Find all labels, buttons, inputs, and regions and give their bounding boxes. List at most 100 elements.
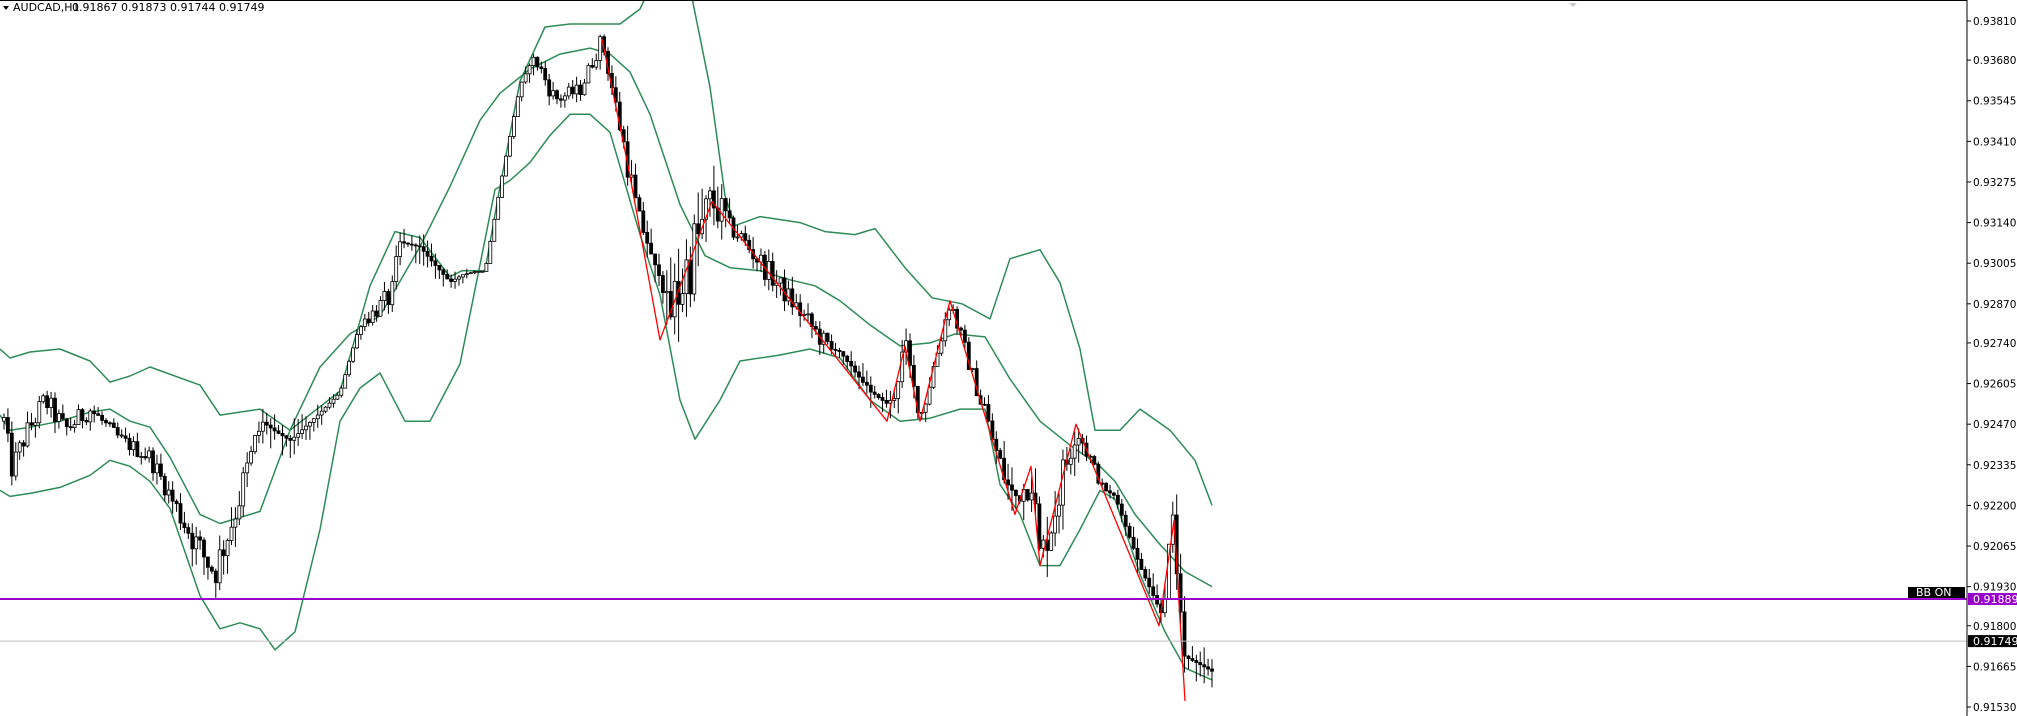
candle — [17, 440, 22, 460]
candle — [76, 404, 81, 426]
dropdown-triangle-icon[interactable] — [3, 6, 9, 10]
candle — [1151, 573, 1156, 601]
bear-candle-body — [1108, 490, 1112, 494]
candle — [421, 234, 426, 266]
candle — [680, 268, 685, 313]
bear-candle-body — [366, 318, 371, 323]
bull-candle-body — [598, 36, 603, 61]
y-tick-label: 0.92605 — [1973, 379, 2016, 391]
bear-candle-body — [1119, 503, 1124, 516]
bull-candle-body — [300, 429, 305, 434]
bull-candle-body — [821, 332, 826, 345]
candle — [300, 414, 305, 439]
candle — [476, 270, 481, 273]
candle — [249, 445, 254, 466]
bear-candle-body — [865, 381, 869, 386]
bear-candle-body — [9, 432, 14, 477]
bear-candle-body — [288, 437, 293, 441]
bear-candle-body — [649, 242, 653, 255]
bb-on-label: BB ON — [1916, 586, 1951, 599]
candle — [304, 416, 308, 441]
bear-candle-body — [6, 417, 10, 434]
bear-candle-body — [449, 278, 454, 282]
candle — [865, 370, 869, 394]
bull-candle-body — [241, 472, 246, 507]
candle — [264, 412, 269, 435]
candle — [25, 411, 30, 448]
bear-candle-body — [959, 327, 963, 331]
bear-candle-body — [912, 364, 916, 387]
bear-candle-body — [770, 260, 775, 286]
candle — [547, 73, 552, 106]
bull-candle-body — [217, 549, 222, 584]
bear-candle-body — [92, 410, 97, 415]
horizontal-lines[interactable]: 0.91749 BB ON 0.91889 — [0, 586, 2017, 648]
bear-candle-body — [841, 351, 846, 357]
bear-candle-body — [1210, 668, 1214, 672]
candle — [53, 392, 57, 434]
bull-candle-body — [1029, 492, 1034, 501]
candle — [582, 78, 587, 96]
candle — [453, 271, 457, 289]
candle — [151, 447, 155, 481]
candle — [84, 417, 89, 426]
candle — [531, 53, 536, 76]
candle — [347, 359, 352, 377]
bear-candle-body — [798, 302, 803, 316]
candle — [253, 434, 257, 455]
candle — [633, 163, 638, 199]
y-tick-label: 0.93680 — [1973, 55, 2016, 67]
bull-candle-body — [139, 456, 144, 458]
bear-candle-body — [559, 98, 563, 101]
candle — [351, 347, 356, 364]
candle — [868, 376, 873, 408]
scroll-marker-icon[interactable] — [1569, 3, 1577, 7]
bear-candle-body — [1190, 658, 1195, 661]
bull-candle-body — [57, 413, 61, 422]
bull-candle-body — [147, 450, 152, 459]
bear-candle-body — [213, 570, 218, 584]
y-tick-label: 0.91930 — [1973, 582, 2016, 594]
candle — [1123, 510, 1128, 536]
bull-candle-body — [1049, 532, 1054, 551]
candle — [598, 34, 603, 70]
candle — [276, 425, 281, 435]
bear-candle-body — [108, 422, 112, 425]
candle — [872, 385, 877, 399]
bull-candle-body — [563, 95, 567, 101]
candle — [1119, 498, 1124, 523]
bb-on-price-value: 0.91889 — [1973, 593, 2017, 606]
bear-candle-body — [115, 427, 120, 436]
y-tick-label: 0.93810 — [1973, 16, 2016, 28]
candle — [947, 307, 952, 326]
bull-candle-body — [351, 347, 356, 362]
candle — [60, 404, 65, 421]
candle — [245, 452, 250, 488]
candle — [770, 252, 775, 292]
candle — [849, 351, 854, 377]
candle — [1112, 491, 1116, 500]
candle — [806, 303, 810, 324]
bull-candle-body — [1061, 459, 1065, 506]
candle — [559, 94, 563, 108]
bear-candle-body — [441, 269, 446, 275]
candle — [41, 393, 46, 404]
candle — [747, 234, 752, 254]
candle — [205, 556, 210, 580]
bear-candle-body — [276, 430, 281, 434]
bear-candle-body — [535, 56, 540, 68]
candle — [441, 268, 446, 287]
y-tick-label: 0.91530 — [1973, 702, 2016, 714]
candle — [155, 454, 159, 485]
bull-candle-body — [17, 442, 22, 453]
y-tick-label: 0.93275 — [1973, 177, 2016, 189]
bear-candle-body — [782, 277, 787, 302]
candle — [37, 395, 42, 429]
bear-candle-body — [712, 190, 716, 209]
bull-candle-body — [339, 387, 344, 396]
bear-candle-body — [1139, 558, 1144, 570]
candle — [645, 220, 650, 258]
bear-candle-body — [743, 233, 748, 241]
bear-candle-body — [661, 275, 665, 294]
